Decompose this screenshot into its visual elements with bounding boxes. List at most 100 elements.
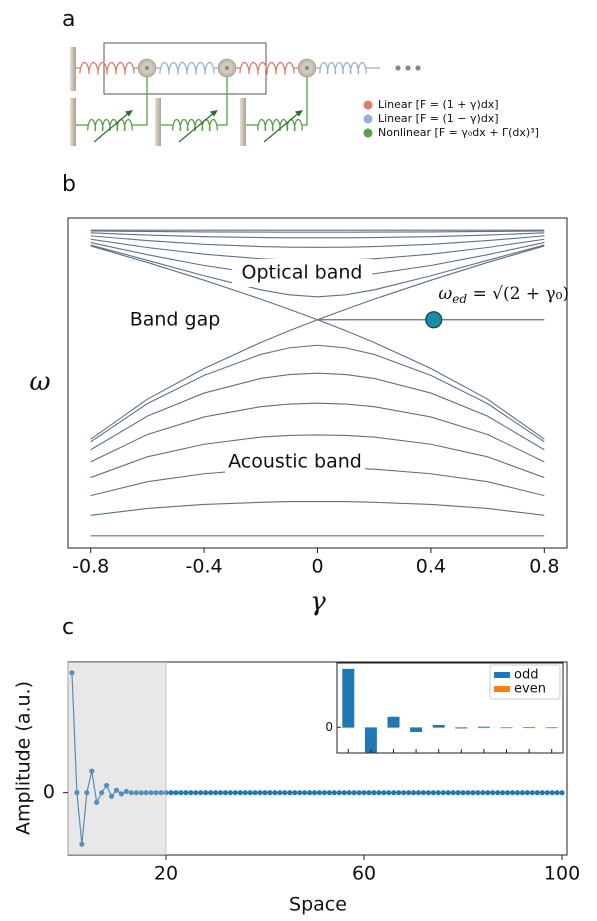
data-point xyxy=(282,790,288,796)
data-point xyxy=(529,790,535,796)
edge-label: ωed = √(2 + γ₀) xyxy=(438,283,569,305)
legend-swatch xyxy=(363,114,373,124)
data-point xyxy=(405,790,412,796)
data-point xyxy=(504,790,511,796)
legend-label: Nonlinear [F = γ₀dx + Γ(dx)³] xyxy=(378,126,539,139)
data-point xyxy=(203,790,209,796)
annotation: Optical band xyxy=(242,262,363,284)
data-point xyxy=(470,790,476,796)
data-point xyxy=(455,790,461,796)
y-tick-label: 0 xyxy=(325,720,333,734)
annotation: Acoustic band xyxy=(228,451,362,473)
data-point xyxy=(401,790,407,796)
x-axis-label: Space xyxy=(289,894,347,916)
data-point xyxy=(430,790,436,796)
data-point xyxy=(336,790,342,796)
data-point xyxy=(158,790,164,796)
data-point xyxy=(118,791,125,797)
data-point xyxy=(277,790,283,796)
data-point xyxy=(554,790,560,796)
data-point xyxy=(188,790,194,796)
wall xyxy=(155,98,161,146)
data-point xyxy=(519,790,526,796)
x-tick-label: -0.4 xyxy=(186,556,223,578)
data-point xyxy=(242,790,248,796)
data-point xyxy=(386,790,392,796)
data-point xyxy=(559,790,565,796)
spring xyxy=(79,61,135,76)
data-point xyxy=(524,790,530,796)
rod xyxy=(217,77,228,126)
data-point xyxy=(212,790,219,796)
data-point xyxy=(207,790,214,796)
data-point xyxy=(306,790,313,796)
data-point xyxy=(351,790,357,796)
data-point xyxy=(123,788,130,795)
wall xyxy=(70,98,76,146)
arrow xyxy=(178,111,216,143)
series-line xyxy=(90,501,545,516)
data-point xyxy=(440,790,446,796)
series-line xyxy=(90,344,545,443)
data-point xyxy=(346,790,352,796)
panel-label: c xyxy=(62,615,74,640)
shaded-region xyxy=(67,662,167,855)
legend-swatch xyxy=(363,128,373,138)
panel-label: a xyxy=(62,7,75,32)
unit-cell-box xyxy=(103,42,267,95)
arrow-head xyxy=(210,110,218,117)
series-line xyxy=(90,232,545,239)
data-point xyxy=(74,790,80,796)
edge-label-part: ed xyxy=(452,291,467,305)
data-point xyxy=(500,790,506,796)
bar xyxy=(477,726,490,728)
arrow-head xyxy=(125,110,133,117)
data-point xyxy=(371,790,377,796)
y-tick-label: 0 xyxy=(43,781,55,803)
x-tick-label: 0.4 xyxy=(416,556,446,578)
arrow xyxy=(263,111,301,143)
data-point xyxy=(539,790,545,796)
data-point xyxy=(321,790,328,796)
rod xyxy=(302,77,308,126)
x-tick-label: 0.8 xyxy=(529,556,559,578)
ellipsis-dot xyxy=(415,65,421,71)
data-point xyxy=(450,790,456,796)
bar xyxy=(523,727,536,729)
annotation-box xyxy=(232,259,372,287)
data-point xyxy=(198,790,204,796)
arrow-head xyxy=(295,110,303,117)
series-line xyxy=(90,244,545,298)
legend-swatch xyxy=(363,100,373,110)
data-point xyxy=(133,790,139,796)
bar xyxy=(455,727,468,729)
data-point xyxy=(69,670,75,676)
y-axis-label: ω xyxy=(29,367,50,397)
legend-label: Linear [F = (1 + γ)dx] xyxy=(378,98,499,111)
data-point xyxy=(108,793,115,799)
annotation-box xyxy=(225,448,365,476)
bar xyxy=(387,727,400,729)
data-point xyxy=(366,790,372,796)
annotation: Band gap xyxy=(130,308,221,330)
legend-label: odd xyxy=(514,668,538,683)
spring xyxy=(239,61,295,76)
data-point xyxy=(168,790,174,796)
data-point xyxy=(509,790,516,796)
legend-swatch xyxy=(494,672,510,678)
x-tick-label: -0.8 xyxy=(72,556,109,578)
data-point xyxy=(361,790,367,796)
data-point xyxy=(396,790,402,796)
data-point xyxy=(104,782,110,789)
edge-state-marker xyxy=(425,311,443,329)
data-point xyxy=(99,790,105,796)
data-point xyxy=(113,787,120,793)
data-point xyxy=(217,790,224,796)
legend-label: even xyxy=(514,682,546,697)
spring xyxy=(257,118,303,132)
rod xyxy=(132,77,148,126)
data-point xyxy=(316,790,323,796)
bar xyxy=(477,727,490,729)
